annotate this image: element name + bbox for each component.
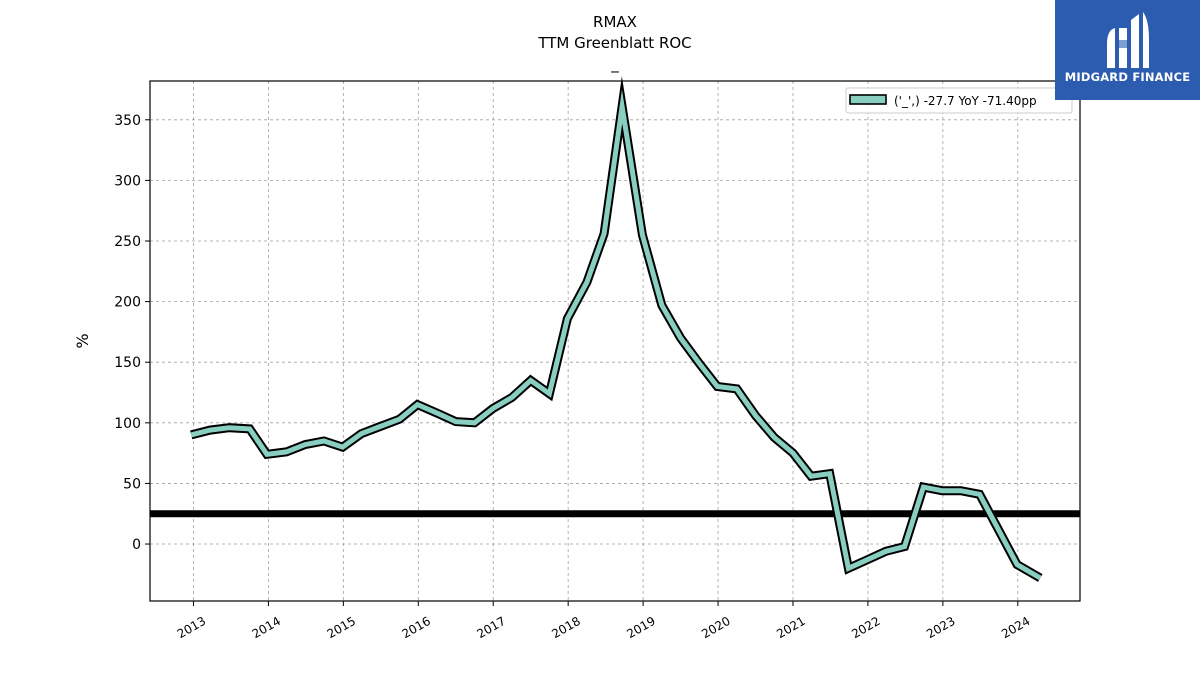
logo-mark-icon bbox=[1107, 12, 1149, 68]
y-tick-label: 350 bbox=[114, 113, 141, 129]
x-tick-label: 2021 bbox=[774, 614, 807, 641]
x-tick-label: 2019 bbox=[624, 614, 657, 641]
y-tick-label: 50 bbox=[123, 476, 141, 492]
plot-frame bbox=[149, 80, 1081, 602]
series-layer bbox=[190, 76, 1043, 582]
legend-swatch bbox=[849, 94, 887, 105]
x-tick-label: 2022 bbox=[849, 614, 882, 641]
chart-title: RMAX bbox=[593, 13, 637, 31]
x-tick-label: 2014 bbox=[250, 614, 283, 641]
brand-logo: MIDGARD FINANCE bbox=[1055, 0, 1200, 100]
legend-label: ('_',) -27.7 YoY -71.40pp bbox=[894, 94, 1037, 108]
x-tick-label: 2020 bbox=[699, 614, 732, 641]
x-tick-label: 2024 bbox=[999, 614, 1032, 641]
legend: ('_',) -27.7 YoY -71.40pp bbox=[845, 87, 1073, 114]
x-tick-label: 2015 bbox=[325, 614, 358, 641]
axis-layer: 0 50 100 150 200 250 300 350 2013 2014 2015 2016 201… bbox=[114, 113, 1032, 641]
x-tick-label: 2016 bbox=[400, 614, 433, 641]
x-tick-label: 2013 bbox=[175, 614, 208, 641]
legend-box bbox=[845, 87, 1073, 114]
y-tick-label: 0 bbox=[132, 537, 141, 553]
y-tick-label: 200 bbox=[114, 295, 141, 311]
x-tick-label: 2023 bbox=[924, 614, 957, 641]
chart-subtitle-2: _ bbox=[610, 55, 619, 74]
series-line-outline bbox=[190, 76, 1043, 582]
y-tick-label: 100 bbox=[114, 416, 141, 432]
y-tick-label: 300 bbox=[114, 173, 141, 189]
y-tick-label: 150 bbox=[114, 355, 141, 371]
x-tick-label: 2017 bbox=[474, 614, 507, 641]
y-axis-label: % bbox=[73, 333, 92, 348]
y-tick-label: 250 bbox=[114, 234, 141, 250]
logo-text: MIDGARD FINANCE bbox=[1064, 70, 1191, 84]
chart-subtitle: TTM Greenblatt ROC bbox=[537, 34, 691, 52]
x-tick-label: 2018 bbox=[549, 614, 582, 641]
